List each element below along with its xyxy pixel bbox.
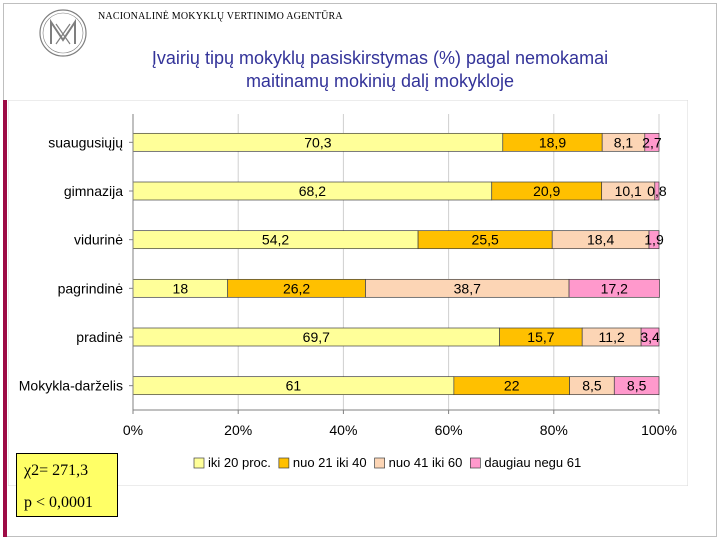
x-tick-label: 80% xyxy=(540,422,568,438)
x-tick-label: 100% xyxy=(641,422,677,438)
bar-segment xyxy=(640,327,660,347)
legend-label: nuo 21 iki 40 xyxy=(293,455,367,470)
data-label: 25,5 xyxy=(472,232,499,248)
p-value: p < 0,0001 xyxy=(24,494,94,511)
data-label: 38,7 xyxy=(454,280,481,296)
category-label: suaugusiųjų xyxy=(48,134,123,150)
bar-segment xyxy=(644,132,660,152)
statistics-box: χ2= 271,3 p < 0,0001 xyxy=(16,453,118,517)
data-label: 68,2 xyxy=(299,183,326,199)
data-label: 2,7 xyxy=(642,134,662,150)
data-label: 26,2 xyxy=(283,280,310,296)
data-label: 70,3 xyxy=(304,134,331,150)
data-label: 8,5 xyxy=(627,378,647,394)
category-label: vidurinė xyxy=(74,232,123,248)
agency-name: NACIONALINĖ MOKYKLŲ VERTINIMO AGENTŪRA xyxy=(98,11,343,22)
x-tick-label: 0% xyxy=(123,422,143,438)
data-label: 10,1 xyxy=(615,183,642,199)
data-label: 18 xyxy=(173,280,189,296)
bar-segment xyxy=(648,230,660,250)
legend-label: nuo 41 iki 60 xyxy=(389,455,463,470)
legend-label: daugiau negu 61 xyxy=(484,455,581,470)
data-label: 11,2 xyxy=(599,329,625,345)
category-label: pagrindinė xyxy=(58,280,124,296)
bar-segment xyxy=(568,278,660,298)
data-label: 8,1 xyxy=(614,134,634,150)
data-label: 54,2 xyxy=(262,232,289,248)
legend: iki 20 proc. nuo 21 iki 40 nuo 41 iki 60 da… xyxy=(193,455,581,470)
accent-bar xyxy=(3,100,7,537)
axis-layer: 0% 20% 40% 60% 80% 100% suaugusiųjų gimnazija vi… xyxy=(19,114,677,438)
legend-swatch xyxy=(469,457,481,469)
data-label: 15,7 xyxy=(527,329,554,345)
data-label: 18,4 xyxy=(587,232,614,248)
x-tick-label: 20% xyxy=(224,422,252,438)
data-label: 69,7 xyxy=(303,329,330,345)
chi-square-value: χ2= 271,3 xyxy=(24,462,89,479)
category-label: Mokykla-darželis xyxy=(19,378,123,394)
data-label: 18,9 xyxy=(539,134,566,150)
legend-label: iki 20 proc. xyxy=(208,455,271,470)
data-label: 8,5 xyxy=(582,378,602,394)
data-label: 22 xyxy=(504,378,520,394)
page-title: Įvairių tipų mokyklų pasiskirstymas (%) … xyxy=(60,47,700,93)
bar-segment xyxy=(654,181,660,201)
agency-logo-icon xyxy=(39,9,87,57)
legend-swatch xyxy=(374,457,385,469)
title-line-2: maitinamų mokinių dalį mokykloje xyxy=(245,71,515,91)
title-line-1: Įvairių tipų mokyklų pasiskirstymas (%) … xyxy=(151,48,609,68)
legend-swatch xyxy=(278,457,290,469)
stacked-bar-chart: 70,3 18,9 8,1 2,7 68,2 20,9 10,1 0,8 54,2 25,5 18,… xyxy=(8,100,688,486)
data-label: 0,8 xyxy=(647,183,667,199)
data-label: 3,4 xyxy=(640,329,660,345)
category-label: gimnazija xyxy=(64,183,123,199)
data-label: 20,9 xyxy=(533,183,560,199)
data-label: 61 xyxy=(286,378,302,394)
bars-layer xyxy=(132,132,660,396)
x-tick-label: 60% xyxy=(435,422,463,438)
bar-segment xyxy=(613,376,660,396)
x-tick-label: 40% xyxy=(329,422,357,438)
legend-swatch xyxy=(193,457,205,469)
data-label: 17,2 xyxy=(601,280,628,296)
labels-layer: 70,3 18,9 8,1 2,7 68,2 20,9 10,1 0,8 54,2 25,5 18,… xyxy=(173,134,667,393)
category-label: pradinė xyxy=(76,329,123,345)
data-label: 1,9 xyxy=(644,232,664,248)
